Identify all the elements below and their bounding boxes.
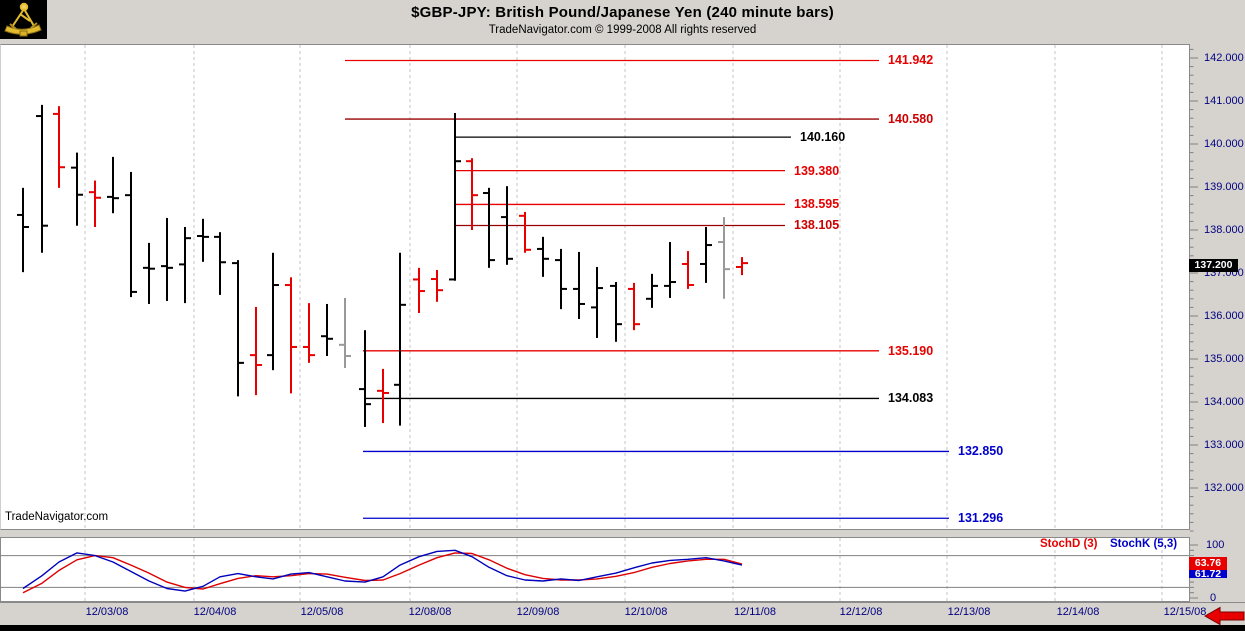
date-label: 12/12/08 (839, 606, 883, 618)
stoch-axis-0-label: 0 (1210, 592, 1217, 604)
price-axis-label: 141.000 (1204, 95, 1244, 107)
price-axis-label: 134.000 (1204, 396, 1244, 408)
price-axis-label: 136.000 (1204, 310, 1244, 322)
date-label: 12/05/08 (300, 606, 344, 618)
price-line-label: 135.190 (888, 343, 934, 358)
price-line-label: 141.942 (888, 53, 934, 68)
price-line-label: 138.105 (794, 218, 840, 233)
price-chart-canvas (17, 45, 1163, 529)
date-label: 12/10/08 (624, 606, 668, 618)
price-line-label: 140.580 (888, 112, 934, 127)
stoch-axis-100-label: 100 (1206, 539, 1225, 551)
stochastic-pane (0, 537, 1190, 602)
price-line-label: 140.160 (800, 130, 846, 145)
price-axis-ticks (1190, 48, 1198, 599)
chart-subtitle: TradeNavigator.com © 1999-2008 All right… (488, 24, 757, 36)
stochk-value-badge: 61.72 (1189, 570, 1227, 578)
stochd-curve (22, 552, 743, 594)
price-line-label: 131.296 (958, 511, 1004, 526)
price-axis-label: 139.000 (1204, 181, 1244, 193)
price-line-label: 132.850 (958, 444, 1004, 459)
price-pane (0, 44, 1190, 530)
date-label: 12/13/08 (947, 606, 991, 618)
date-label: 12/14/08 (1056, 606, 1100, 618)
date-label: 12/11/08 (733, 606, 777, 618)
price-axis-label: 140.000 (1204, 138, 1244, 150)
price-axis-label: 138.000 (1204, 224, 1244, 236)
gold-sextant-icon (4, 2, 42, 37)
latest-bar-arrow-icon (1203, 606, 1245, 626)
date-label: 12/08/08 (408, 606, 452, 618)
date-label: 12/03/08 (85, 606, 129, 618)
date-label: 12/04/08 (193, 606, 237, 618)
bottom-black-bar (0, 625, 1245, 631)
price-axis-label: 135.000 (1204, 353, 1244, 365)
price-axis-strip (1190, 44, 1245, 602)
date-label: 12/09/08 (516, 606, 560, 618)
date-axis-strip (0, 602, 1245, 625)
price-axis-label: 142.000 (1204, 52, 1244, 64)
chart-title: $GBP-JPY: British Pound/Japanese Yen (24… (411, 4, 834, 21)
date-label: 12/15/08 (1163, 606, 1207, 618)
stochastic-canvas (0, 538, 1189, 601)
stochk-legend-label: StochK (5,3) (1110, 538, 1178, 550)
price-line-label: 134.083 (888, 391, 934, 406)
stochk-curve (22, 549, 743, 592)
price-line-label: 139.380 (794, 163, 840, 178)
trade-navigator-logo (0, 0, 47, 39)
price-axis-label: 133.000 (1204, 439, 1244, 451)
price-axis-label: 132.000 (1204, 482, 1244, 494)
stochd-legend-label: StochD (3) (1040, 538, 1098, 550)
price-line-label: 138.595 (794, 197, 840, 212)
watermark-text: TradeNavigator.com (5, 511, 109, 523)
stochd-value-badge: 63.76 (1189, 557, 1227, 570)
current-price-badge: 137.200 (1189, 259, 1238, 272)
